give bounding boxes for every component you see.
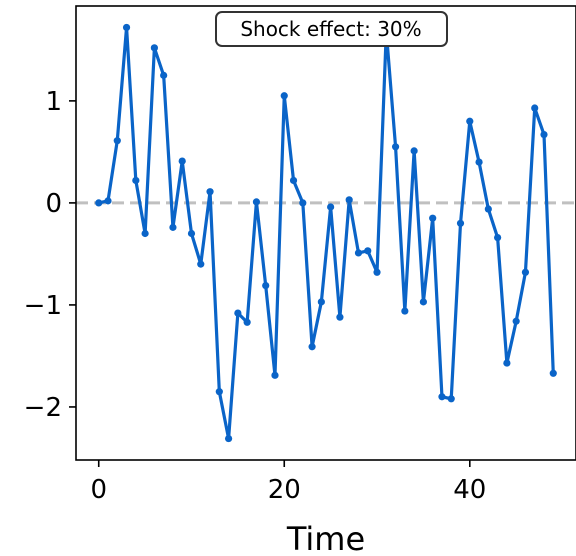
data-point: [206, 188, 214, 196]
data-point: [187, 229, 196, 238]
data-point: [113, 137, 121, 145]
data-point: [531, 104, 539, 112]
data-point: [280, 92, 288, 100]
annotation-frame: [215, 11, 448, 47]
y-tick-label: −2: [24, 393, 62, 423]
data-point: [410, 147, 418, 155]
data-point: [419, 298, 428, 306]
data-point: [336, 313, 344, 321]
data-point: [243, 318, 251, 326]
series-layer: [95, 23, 557, 443]
data-point: [178, 157, 186, 165]
y-tick-label: −1: [24, 291, 62, 321]
y-tick-label: 1: [45, 87, 62, 117]
data-point: [262, 281, 270, 290]
data-point: [160, 71, 168, 79]
data-point: [354, 249, 363, 257]
data-point: [122, 23, 131, 32]
data-point: [429, 214, 437, 222]
data-point: [308, 343, 316, 351]
data-point: [466, 117, 474, 125]
data-point: [475, 158, 483, 166]
data-point: [234, 309, 242, 317]
data-point: [540, 130, 548, 139]
data-point: [456, 219, 465, 227]
y-tick-label: 0: [45, 189, 62, 219]
data-point: [373, 268, 381, 276]
axes-frame: [75, 5, 576, 461]
data-point: [512, 317, 520, 325]
data-point: [169, 223, 177, 231]
x-tick-label: 40: [453, 475, 486, 505]
data-point: [104, 197, 112, 205]
data-point: [503, 359, 511, 367]
annotation-text: Shock effect: 30%: [240, 17, 421, 41]
data-point: [215, 388, 223, 396]
x-tick-label: 0: [90, 475, 107, 505]
data-point: [549, 369, 557, 377]
data-point: [438, 393, 446, 401]
data-point: [391, 143, 400, 151]
data-point: [317, 298, 325, 306]
series-line: [97, 25, 555, 441]
x-tick-label: 20: [268, 475, 301, 505]
data-point: [252, 198, 261, 206]
data-point: [132, 176, 140, 185]
data-point: [289, 176, 298, 185]
data-point: [141, 229, 149, 238]
data-point: [299, 199, 307, 207]
data-point: [150, 44, 158, 52]
x-axis-title: Time: [286, 520, 365, 556]
ticks-layer: 0 20 40 −2 −1 0 1: [24, 87, 487, 505]
data-point: [494, 233, 502, 242]
data-point: [224, 434, 233, 443]
data-point: [197, 260, 205, 268]
data-point: [95, 199, 103, 207]
data-point: [484, 205, 492, 213]
annotation-box: Shock effect: 30%: [215, 11, 448, 47]
data-point: [271, 371, 279, 379]
data-point: [364, 247, 372, 255]
data-point: [327, 203, 335, 211]
data-point: [401, 307, 409, 315]
data-point: [521, 268, 530, 276]
data-point: [447, 395, 455, 403]
data-point: [345, 196, 353, 204]
